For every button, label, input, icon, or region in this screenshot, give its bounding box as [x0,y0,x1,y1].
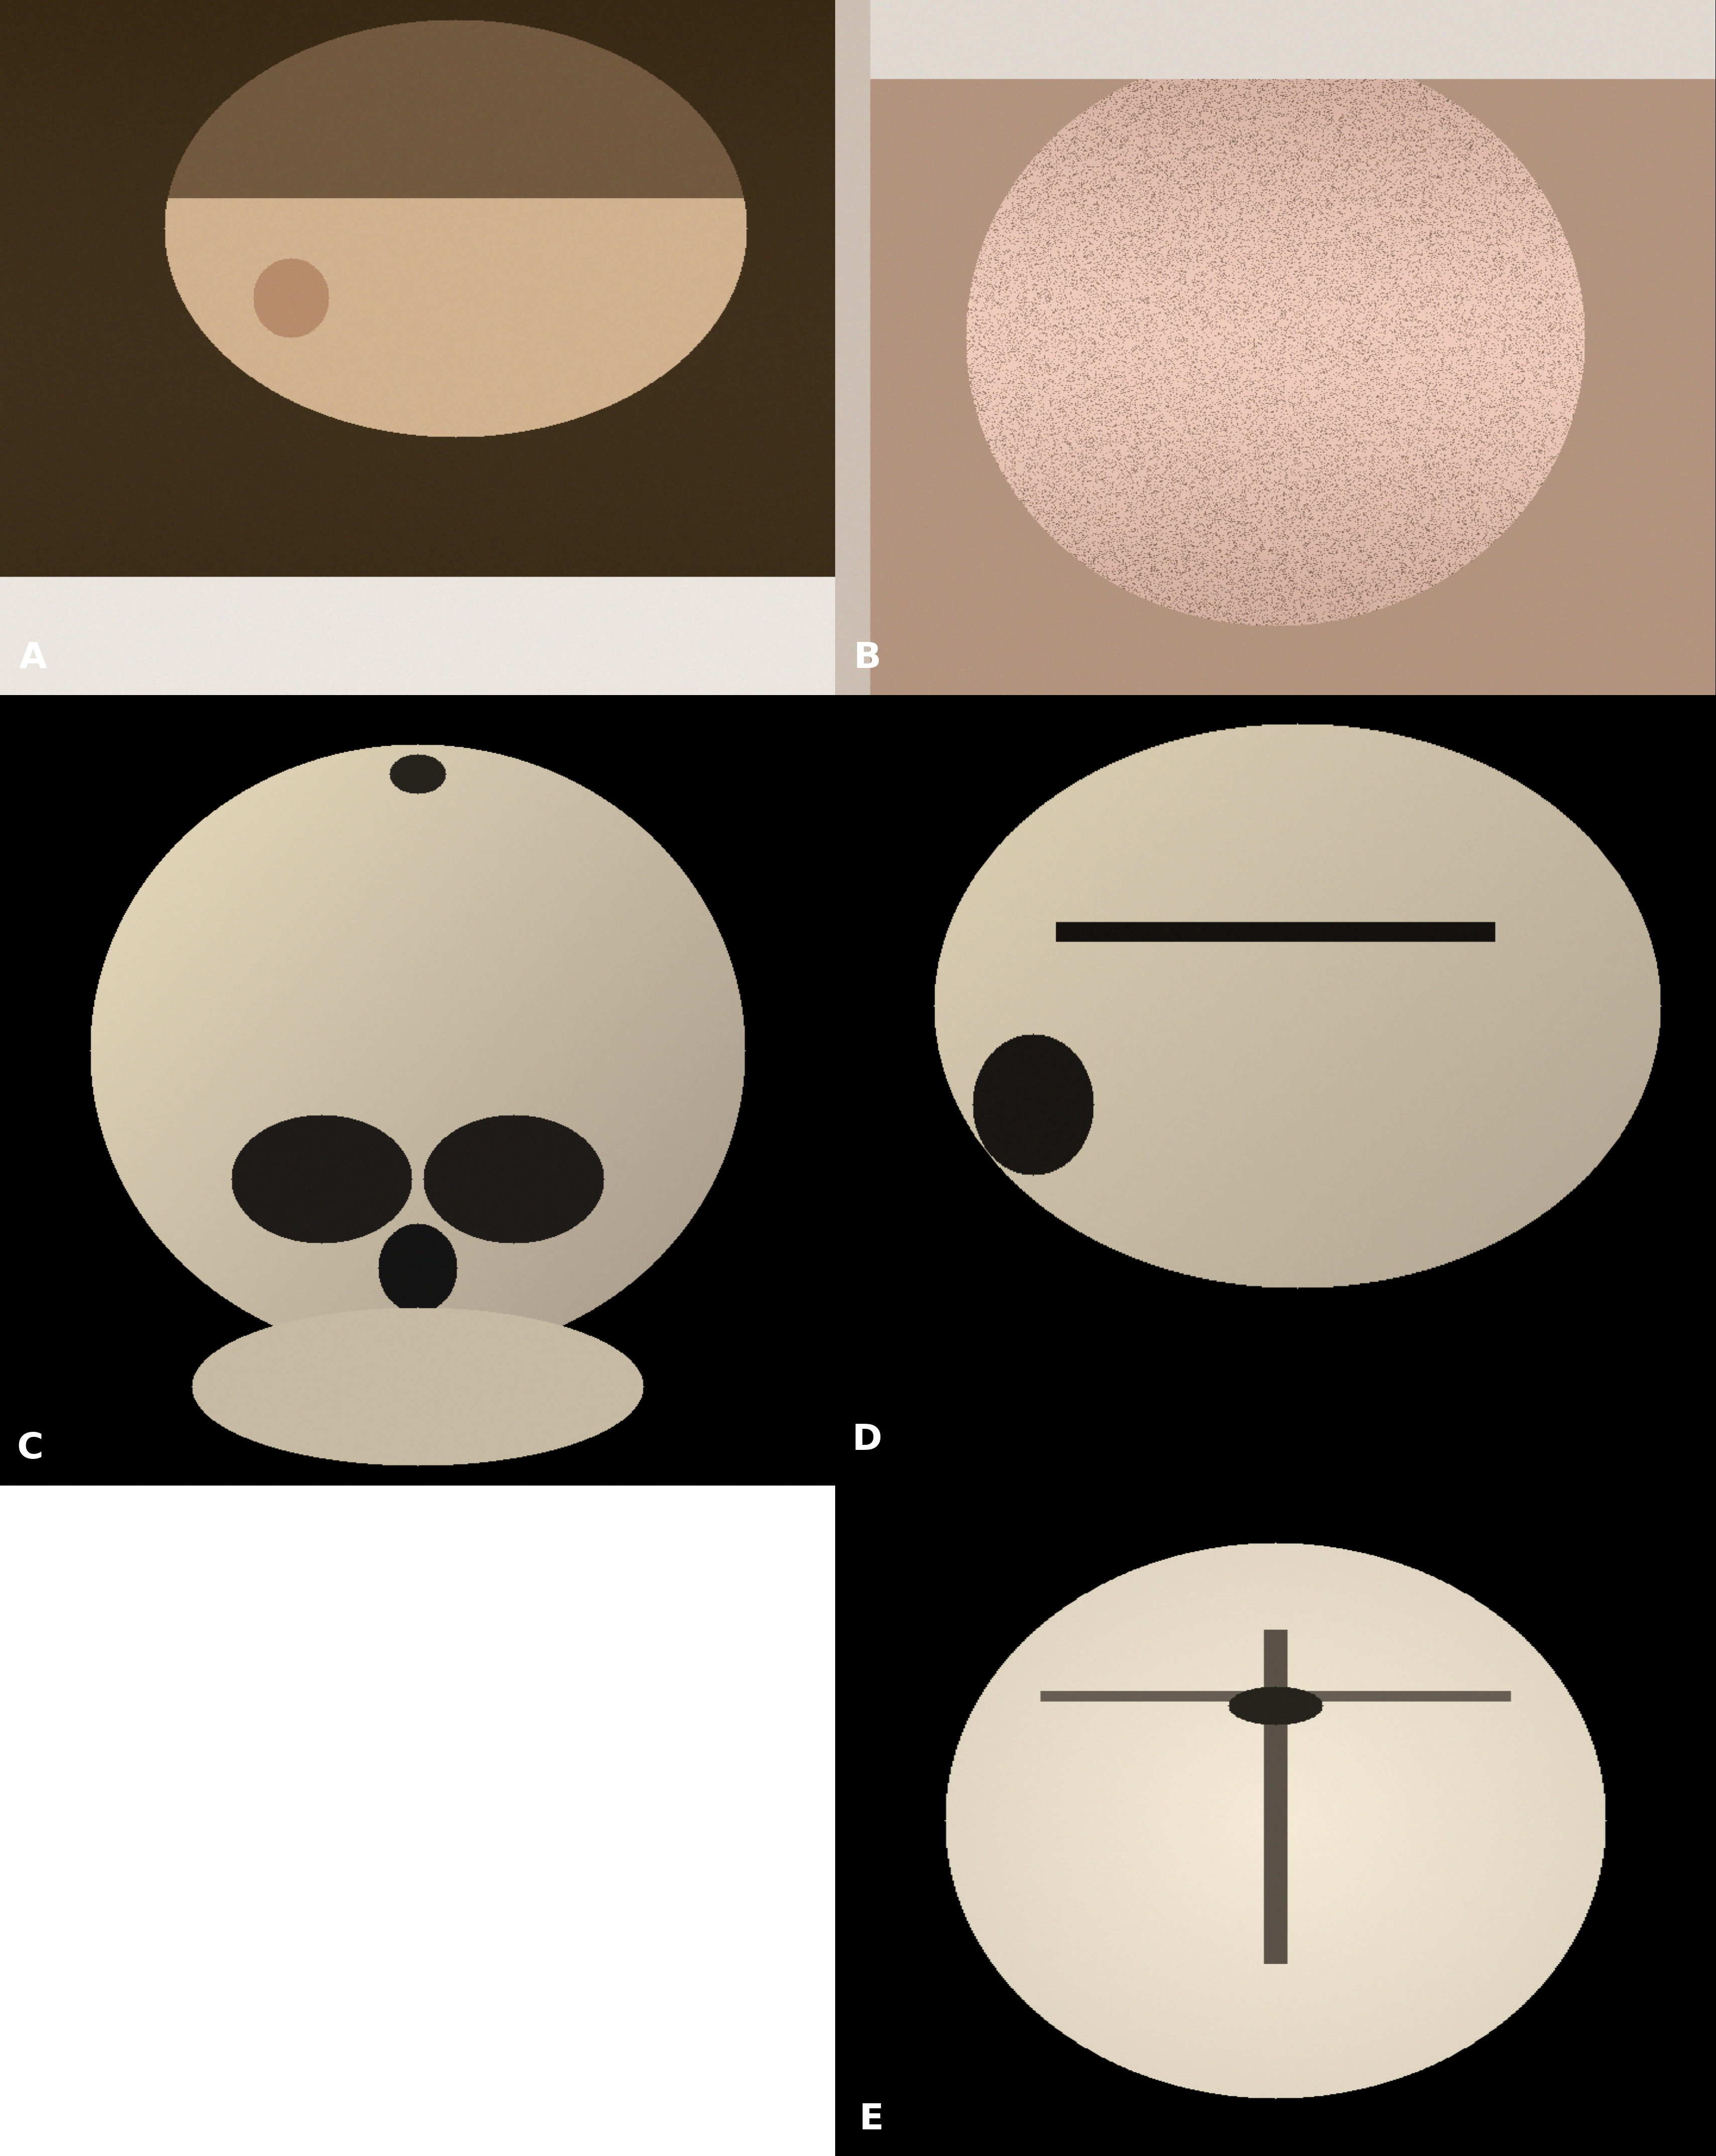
Text: B: B [853,640,880,675]
Text: C: C [17,1432,43,1466]
Text: A: A [19,640,46,675]
Text: D: D [851,1423,882,1457]
Text: E: E [860,2102,884,2137]
